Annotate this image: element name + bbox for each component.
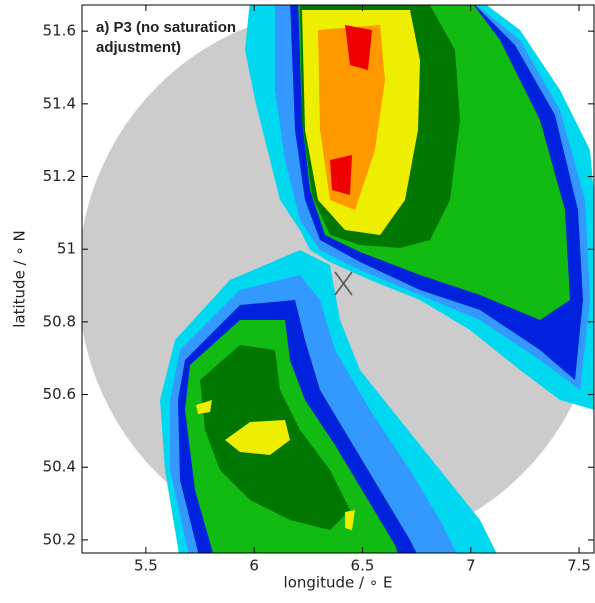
- y-tick-label: 50.8: [43, 312, 76, 330]
- y-tick-label: 51.6: [43, 22, 76, 40]
- y-tick-label: 51: [57, 240, 76, 258]
- y-tick-label: 51.2: [43, 167, 76, 185]
- panel-title: a) P3 (no saturation: [96, 19, 236, 36]
- x-axis-label: longitude / ∘ E: [284, 574, 393, 592]
- y-tick-label: 51.4: [43, 94, 76, 112]
- panel-title: adjustment): [96, 39, 181, 56]
- y-tick-label: 50.4: [43, 458, 76, 476]
- y-axis-label: latitude / ∘ N: [11, 230, 29, 328]
- x-tick-label: 7.5: [567, 557, 591, 575]
- y-tick-label: 50.2: [43, 530, 76, 548]
- x-tick-label: 6.5: [351, 557, 375, 575]
- chart: a) P3 (no saturation adjustment) longitu…: [0, 0, 595, 599]
- x-tick-label: 7: [466, 557, 476, 575]
- x-tick-label: 6: [249, 557, 259, 575]
- x-tick-label: 5.5: [134, 557, 158, 575]
- y-tick-label: 50.6: [43, 385, 76, 403]
